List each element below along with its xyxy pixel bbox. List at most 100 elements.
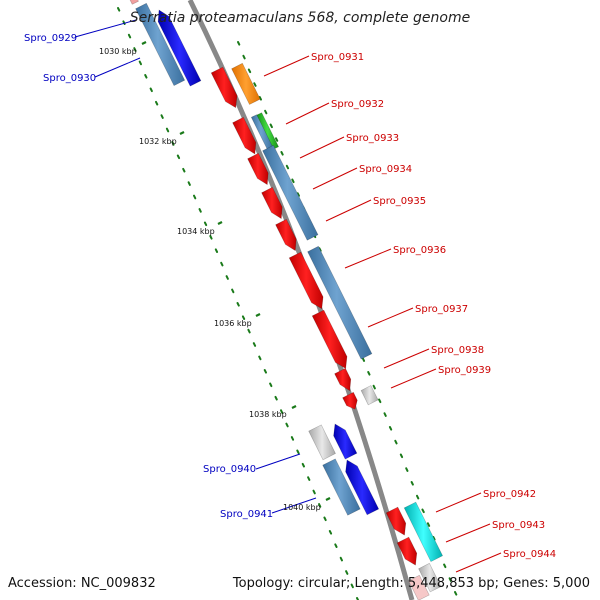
tick-mark-inner: [220, 261, 224, 267]
tick-mark-outer: [275, 137, 279, 142]
orf-spro-0931[interactable]: [210, 66, 238, 109]
orf-spro-0938[interactable]: [334, 367, 352, 392]
tick-mark-inner: [193, 194, 197, 200]
feature-spro-0942-cyan[interactable]: [403, 501, 444, 563]
gene-label-spro-0929[interactable]: Spro_0929: [24, 33, 77, 44]
feature-spro-0929-cds[interactable]: [135, 2, 186, 87]
tick-mark-inner: [290, 436, 295, 441]
tick-mark-inner: [252, 342, 257, 347]
tick-mark-inner: [231, 288, 235, 294]
tick-mark-outer: [454, 591, 458, 596]
tick-mark-inner: [318, 503, 322, 508]
tick-mark-inner: [285, 422, 289, 428]
gene-label-spro-0940[interactable]: Spro_0940: [203, 464, 256, 475]
orf-spro-0929[interactable]: [157, 9, 202, 87]
gene-label-spro-0931[interactable]: Spro_0931: [311, 52, 364, 63]
orf-spro-0932[interactable]: [232, 116, 257, 155]
tick-mark-outer: [269, 123, 273, 129]
orf-spro-0933[interactable]: [247, 152, 269, 186]
leader-spro-0937: [367, 307, 414, 328]
gene-label-spro-0938[interactable]: Spro_0938: [431, 345, 484, 356]
tick-mark-major: [255, 313, 261, 317]
gene-label-spro-0941[interactable]: Spro_0941: [220, 509, 273, 520]
tick-mark-inner: [307, 476, 311, 481]
tick-mark-inner: [241, 315, 246, 320]
tick-mark-outer: [253, 82, 257, 87]
feature-spro-0939-gray[interactable]: [360, 385, 379, 406]
tick-mark-outer: [237, 41, 241, 46]
tick-label-1034-kbp: 1034 kbp: [177, 227, 215, 236]
feature-spro-0941-cds[interactable]: [322, 458, 361, 516]
tick-mark-outer: [291, 178, 295, 184]
orf-spro-0934[interactable]: [261, 186, 283, 220]
orf-spro-0935[interactable]: [275, 218, 297, 252]
leader-spro-0929: [74, 19, 137, 38]
feature-spro-0936-cds[interactable]: [307, 245, 373, 360]
tick-mark-outer: [296, 192, 300, 197]
gene-label-spro-0939[interactable]: Spro_0939: [438, 365, 491, 376]
tick-mark-inner: [209, 235, 213, 240]
feature-spro-0933-cds[interactable]: [262, 144, 319, 241]
feature-spro-0940-gray[interactable]: [308, 424, 336, 461]
orf-spro-0939[interactable]: [342, 391, 358, 410]
tick-mark-inner: [127, 33, 132, 39]
tick-mark-outer: [264, 109, 268, 115]
tick-mark-outer: [280, 151, 284, 156]
leader-spro-0939: [390, 368, 437, 389]
leader-spro-0942: [435, 492, 482, 513]
gene-label-spro-0932[interactable]: Spro_0932: [331, 99, 384, 110]
tick-mark-inner: [133, 47, 137, 52]
leader-spro-0941: [271, 497, 317, 514]
tick-mark-outer: [318, 247, 322, 252]
gene-label-spro-0937[interactable]: Spro_0937: [415, 304, 468, 315]
leader-spro-0940: [255, 453, 301, 470]
gene-label-spro-0935[interactable]: Spro_0935: [373, 196, 426, 207]
tick-mark-inner: [236, 302, 240, 307]
feature-bottom-edge[interactable]: [408, 574, 430, 600]
gene-label-spro-0936[interactable]: Spro_0936: [393, 245, 446, 256]
tick-mark-inner: [323, 516, 327, 522]
feature-spro-0931[interactable]: [231, 62, 261, 105]
tick-mark-inner: [328, 530, 333, 535]
gene-label-spro-0942[interactable]: Spro_0942: [483, 489, 536, 500]
tick-mark-major: [325, 497, 331, 501]
tick-mark-inner: [176, 154, 181, 160]
orf-spro-0936[interactable]: [288, 251, 324, 310]
tick-mark-outer: [242, 54, 246, 60]
leader-spro-0934: [312, 167, 358, 190]
tick-mark-inner: [187, 181, 191, 186]
gene-label-spro-0930[interactable]: Spro_0930: [43, 73, 96, 84]
tick-mark-inner: [138, 60, 142, 66]
tick-mark-outer: [372, 384, 376, 390]
orf-spro-0943[interactable]: [396, 536, 418, 566]
orf-spro-0940[interactable]: [333, 423, 358, 460]
tick-mark-inner: [225, 275, 229, 280]
tick-mark-inner: [356, 597, 360, 600]
tick-mark-outer: [399, 453, 404, 459]
gene-label-spro-0933[interactable]: Spro_0933: [346, 133, 399, 144]
leader-spro-0930: [94, 57, 141, 78]
tick-mark-inner: [144, 74, 148, 79]
gene-label-spro-0943[interactable]: Spro_0943: [492, 520, 545, 531]
orf-spro-0941[interactable]: [345, 459, 380, 516]
feature-spro-0944-gray[interactable]: [418, 562, 442, 593]
tick-mark-outer: [410, 481, 414, 486]
tick-mark-inner: [339, 556, 343, 562]
orf-spro-0942[interactable]: [385, 506, 407, 536]
label-leaders: [74, 19, 502, 573]
leader-spro-0933: [299, 136, 345, 159]
tick-mark-inner: [301, 462, 305, 468]
tick-mark-inner: [263, 369, 267, 374]
tick-mark-outer: [394, 439, 398, 445]
gene-label-spro-0934[interactable]: Spro_0934: [359, 164, 412, 175]
tick-mark-outer: [421, 508, 425, 514]
accession-text: Accession: NC_009832: [8, 576, 156, 591]
leader-spro-0943: [445, 523, 491, 543]
leader-spro-0938: [383, 348, 430, 369]
tick-label-1032-kbp: 1032 kbp: [139, 137, 177, 146]
tick-mark-inner: [155, 100, 159, 106]
gene-label-spro-0944[interactable]: Spro_0944: [503, 549, 556, 560]
orf-spro-0937[interactable]: [311, 309, 348, 369]
feature-top-edge[interactable]: [127, 0, 139, 5]
